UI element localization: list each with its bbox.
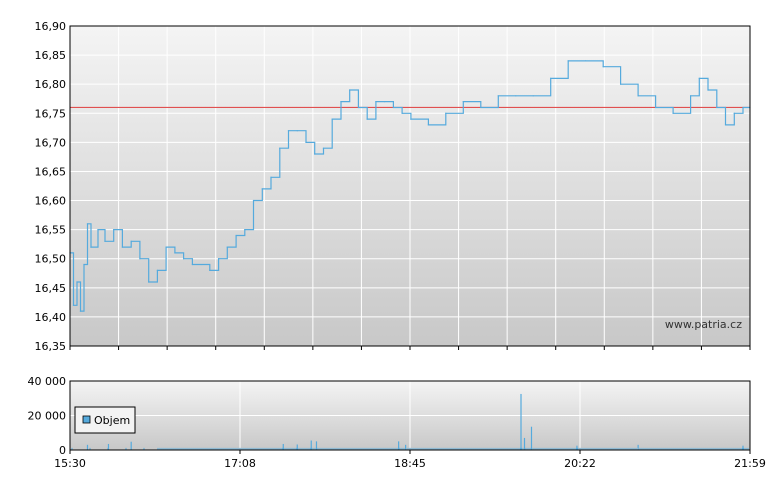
legend-label: Objem <box>94 414 130 427</box>
price-y-tick-label: 16,70 <box>35 136 67 149</box>
price-point <box>79 310 82 312</box>
price-point <box>72 304 75 306</box>
price-y-tick-label: 16,80 <box>35 78 67 91</box>
price-point <box>76 281 78 283</box>
price-point <box>165 246 167 248</box>
price-point <box>707 89 709 91</box>
price-point <box>209 269 211 271</box>
price-y-tick-label: 16,45 <box>35 282 67 295</box>
price-point <box>86 223 89 225</box>
price-point <box>427 124 429 126</box>
price-point <box>305 141 307 143</box>
price-y-tick-label: 16,50 <box>35 253 67 266</box>
x-tick-label: 15:30 <box>54 457 86 470</box>
legend: Objem <box>74 406 136 434</box>
x-tick-label: 17:08 <box>224 457 256 470</box>
watermark-text: www.patria.cz <box>665 318 742 331</box>
price-point <box>340 101 342 103</box>
price-y-tick-label: 16,55 <box>35 224 67 237</box>
price-y-tick-label: 16,90 <box>35 20 67 33</box>
price-point <box>698 77 700 79</box>
price-point <box>401 112 403 114</box>
price-y-tick-label: 16,75 <box>35 107 67 120</box>
price-point <box>462 101 464 103</box>
price-point <box>532 95 534 97</box>
price-frame <box>69 25 751 347</box>
legend-swatch <box>82 415 91 424</box>
price-point <box>637 95 639 97</box>
price-point <box>252 199 255 202</box>
price-y-tick-label: 16,35 <box>35 340 67 353</box>
volume-y-tick-label: 0 <box>59 444 66 457</box>
price-y-tick-label: 16,40 <box>35 311 67 324</box>
volume-chart: 0 20 000 40 000 15:30 17:08 18:45 20:22 21:59 Ob… <box>28 375 766 470</box>
price-point <box>139 258 141 260</box>
price-y-tick-label: 16,85 <box>35 49 67 62</box>
price-point <box>357 106 360 109</box>
volume-y-tick-label: 40 000 <box>28 375 67 388</box>
price-point <box>113 229 115 231</box>
volume-y-tick-label: 20 000 <box>28 410 67 423</box>
price-point <box>90 246 92 248</box>
price-point <box>366 118 368 120</box>
price-point <box>349 89 351 91</box>
price-line <box>70 60 750 312</box>
price-point <box>191 263 193 266</box>
price-point <box>689 95 692 97</box>
price-point <box>235 234 237 237</box>
price-point <box>392 106 394 109</box>
price-point <box>148 281 150 283</box>
price-point <box>156 269 159 271</box>
price-point <box>445 112 447 114</box>
price-point <box>322 147 325 149</box>
x-tick-label: 21:59 <box>734 457 766 470</box>
price-point <box>261 188 263 190</box>
x-tick-label: 20:22 <box>564 457 596 470</box>
price-point <box>410 118 412 120</box>
legend-box <box>74 406 136 434</box>
price-point <box>270 176 272 178</box>
price-point <box>200 263 202 266</box>
price-point <box>550 77 552 79</box>
price-point <box>183 258 185 260</box>
price-point <box>742 106 744 109</box>
price-point <box>104 240 106 242</box>
price-y-tick-label: 16,65 <box>35 165 67 178</box>
price-y-tick-label: 16,60 <box>35 195 67 208</box>
price-point <box>97 229 99 231</box>
price-point <box>384 101 386 103</box>
price-point <box>217 258 220 260</box>
price-point <box>331 118 333 120</box>
price-point <box>296 130 298 132</box>
price-point <box>244 229 246 231</box>
price-point <box>620 83 622 85</box>
price-point <box>121 246 124 248</box>
price-point <box>515 95 517 97</box>
price-chart: 16,35 16,40 16,45 16,50 16,55 16,60 16,65 16,70… <box>35 20 751 353</box>
price-point <box>724 124 727 126</box>
price-point <box>672 112 674 114</box>
price-point <box>226 246 228 248</box>
price-point <box>83 263 85 266</box>
price-point <box>130 240 132 242</box>
price-point <box>585 60 587 62</box>
price-point <box>375 101 377 103</box>
price-point <box>480 106 482 109</box>
price-point <box>716 106 718 109</box>
price-point <box>655 106 657 109</box>
price-point <box>174 252 176 254</box>
price-point <box>287 130 290 132</box>
x-tick-label: 18:45 <box>394 457 426 470</box>
price-point <box>497 95 499 97</box>
price-point <box>733 112 735 114</box>
price-point <box>279 147 281 149</box>
price-point <box>602 66 604 68</box>
price-point <box>314 153 316 155</box>
price-point <box>567 60 569 62</box>
